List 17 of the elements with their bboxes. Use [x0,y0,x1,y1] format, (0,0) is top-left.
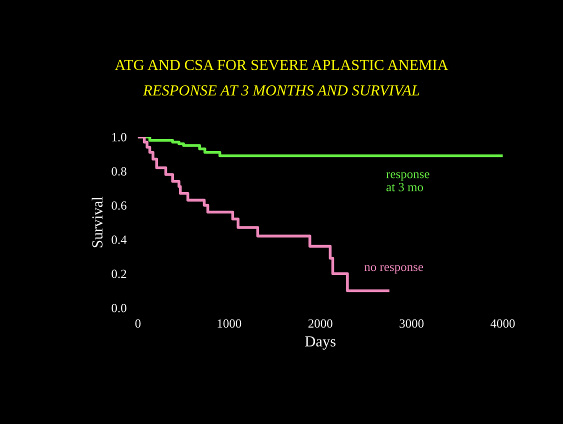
y-tick-label: 0.8 [112,167,126,176]
x-axis-title: Days [305,336,336,350]
y-tick-label: 0.2 [112,270,126,278]
x-tick-label: 0 [135,319,141,328]
y-axis-title: Survival [92,196,103,248]
y-tick-label: 0.0 [112,304,126,312]
chart-title: ATG AND CSA FOR SEVERE APLASTIC ANEMIA [114,60,448,70]
y-tick-label: 0.6 [112,201,126,210]
x-tick-label: 2000 [308,319,332,328]
x-tick-label: 1000 [218,319,242,328]
series-label: response at 3 mo [386,172,430,192]
chart-subtitle: RESPONSE AT 3 MONTHS AND SURVIVAL [142,85,420,96]
x-tick-label: 4000 [490,319,515,328]
series-label: no response [364,265,424,274]
y-tick-label: 1.0 [112,132,126,142]
x-tick-label: 3000 [400,319,424,328]
y-tick-label: 0.4 [112,236,127,244]
